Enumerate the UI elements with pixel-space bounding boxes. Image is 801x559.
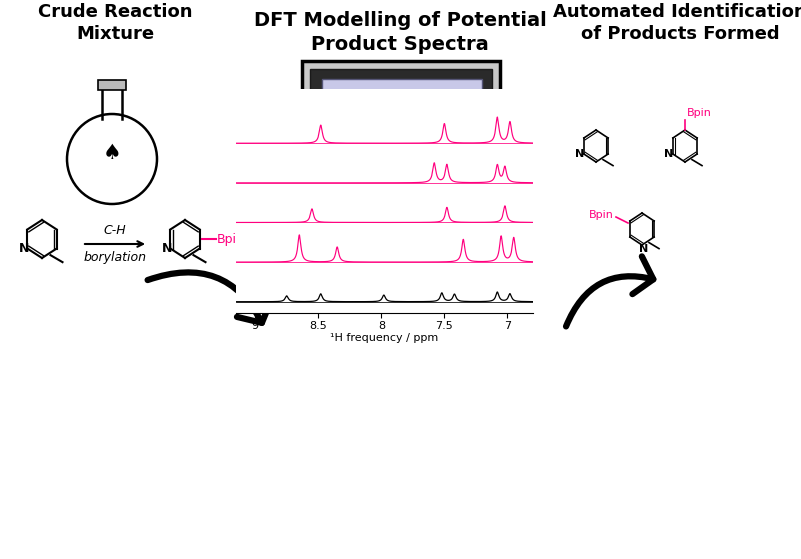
FancyBboxPatch shape xyxy=(312,226,490,264)
Text: Bpin: Bpin xyxy=(217,233,245,245)
Text: N: N xyxy=(639,244,649,254)
FancyBboxPatch shape xyxy=(302,61,500,229)
Text: borylation: borylation xyxy=(83,251,147,264)
Text: N: N xyxy=(664,149,674,159)
FancyBboxPatch shape xyxy=(322,246,330,253)
Text: N: N xyxy=(162,242,172,255)
FancyBboxPatch shape xyxy=(322,79,482,209)
Text: Bpin: Bpin xyxy=(687,108,712,118)
Text: Automated Identification
of Products Formed: Automated Identification of Products For… xyxy=(553,3,801,43)
Text: Crude Reaction
Mixture: Crude Reaction Mixture xyxy=(38,3,192,43)
FancyBboxPatch shape xyxy=(310,69,492,221)
FancyArrowPatch shape xyxy=(147,272,272,323)
Text: C-H: C-H xyxy=(103,224,127,237)
Text: Bpin: Bpin xyxy=(589,210,614,220)
X-axis label: ¹H frequency / ppm: ¹H frequency / ppm xyxy=(330,334,439,343)
Text: ♠: ♠ xyxy=(103,143,122,163)
FancyBboxPatch shape xyxy=(322,235,330,242)
Text: DFT Modelling of Potential
Product Spectra: DFT Modelling of Potential Product Spect… xyxy=(254,11,546,54)
Text: N: N xyxy=(575,149,585,159)
FancyBboxPatch shape xyxy=(98,80,126,90)
Text: N: N xyxy=(18,242,29,255)
FancyArrowPatch shape xyxy=(566,257,654,326)
FancyBboxPatch shape xyxy=(382,240,462,248)
